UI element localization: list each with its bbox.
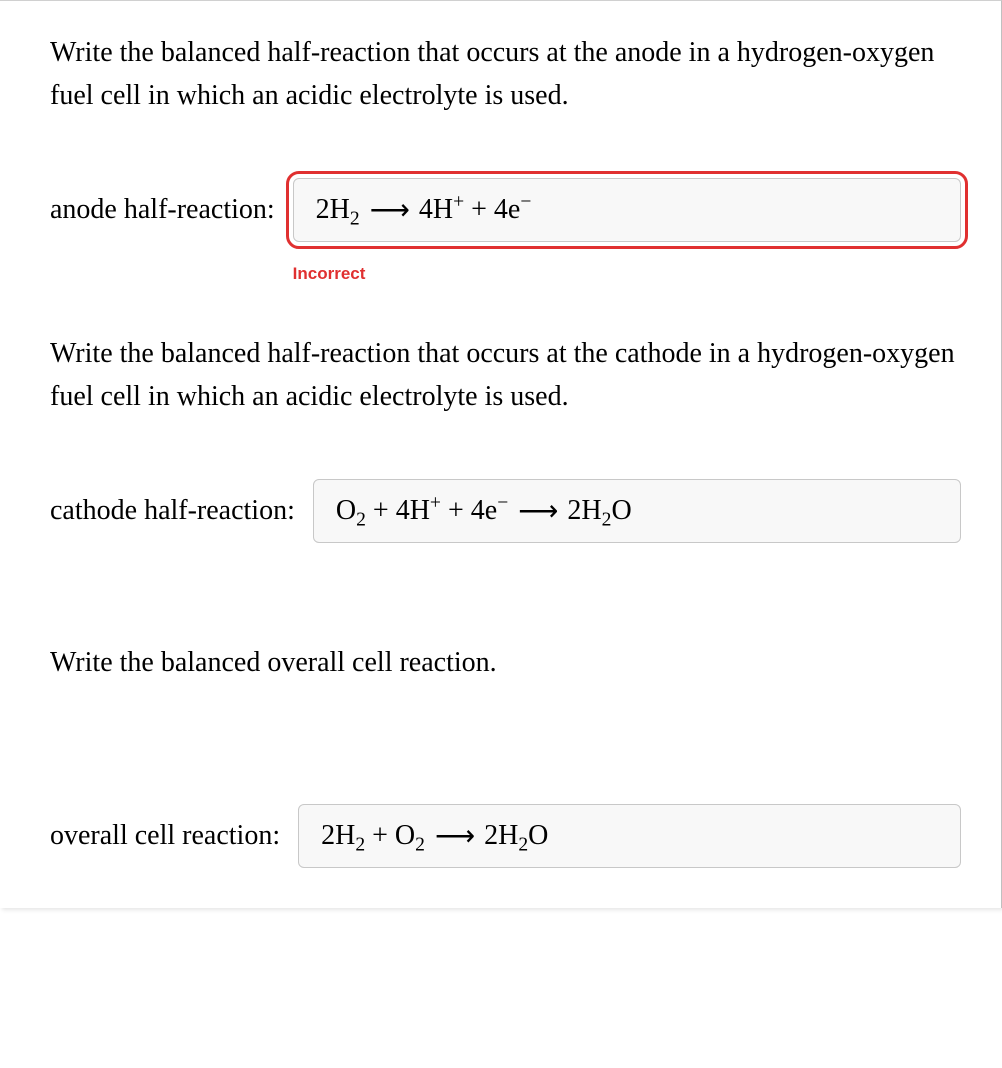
question-prompt: Write the balanced half-reaction that oc… [50,332,961,419]
status-row: anode half-reaction: Incorrect [50,250,961,332]
answer-label: anode half-reaction: [50,194,275,226]
answer-row-anode: anode half-reaction: 2H2 ⟶ 4H+ + 4e− [50,178,961,242]
status-incorrect: Incorrect [293,264,366,284]
arrow-icon: ⟶ [370,193,409,227]
equation-reactants: O2 + 4H+ + 4e− [336,495,508,527]
equation-products: 2H2O [567,495,631,527]
section-gap [50,744,961,804]
answer-row-cathode: cathode half-reaction: O2 + 4H+ + 4e− ⟶ … [50,479,961,543]
question-prompt: Write the balanced half-reaction that oc… [50,31,961,118]
arrow-icon: ⟶ [518,494,557,528]
answer-input-overall[interactable]: 2H2 + O2 ⟶ 2H2O [298,804,961,868]
arrow-icon: ⟶ [435,819,474,853]
answer-row-overall: overall cell reaction: 2H2 + O2 ⟶ 2H2O [50,804,961,868]
equation-reactants: 2H2 [316,194,360,226]
answer-input-cathode[interactable]: O2 + 4H+ + 4e− ⟶ 2H2O [313,479,961,543]
equation-products: 4H+ + 4e− [419,194,532,226]
equation-products: 2H2O [484,820,548,852]
question-prompt: Write the balanced overall cell reaction… [50,641,961,684]
equation-reactants: 2H2 + O2 [321,820,425,852]
section-gap [50,551,961,641]
answer-label: cathode half-reaction: [50,495,295,527]
question-container: Write the balanced half-reaction that oc… [0,0,1002,908]
answer-label: overall cell reaction: [50,820,280,852]
answer-input-anode[interactable]: 2H2 ⟶ 4H+ + 4e− [293,178,961,242]
